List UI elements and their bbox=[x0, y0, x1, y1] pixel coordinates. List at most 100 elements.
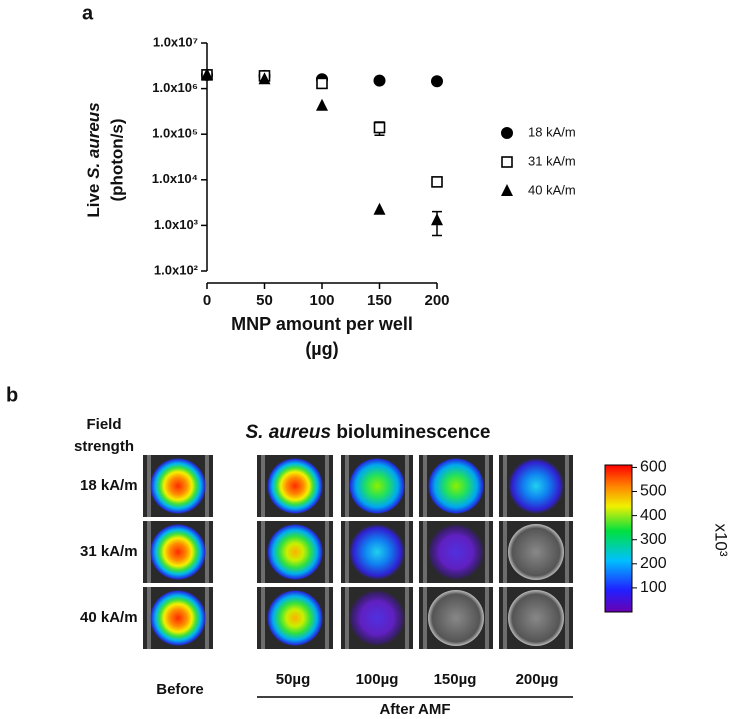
x-tick-label: 150 bbox=[367, 292, 392, 309]
row-header: Field bbox=[86, 416, 121, 433]
well-edge bbox=[261, 455, 265, 517]
well-edge bbox=[503, 587, 507, 649]
well-edge bbox=[405, 521, 409, 583]
legend-label: 31 kA/m bbox=[528, 153, 576, 168]
legend-label: 18 kA/m bbox=[528, 124, 576, 139]
well-edge bbox=[325, 587, 329, 649]
well-signal bbox=[267, 458, 323, 514]
well-signal bbox=[508, 524, 564, 580]
colorbar bbox=[604, 464, 633, 613]
legend-marker bbox=[501, 156, 513, 168]
colorbar-tick-label: 600 bbox=[640, 459, 667, 476]
well-signal bbox=[508, 590, 564, 646]
y-tick-label: 1.0x10⁵ bbox=[152, 126, 198, 141]
well-edge bbox=[565, 521, 569, 583]
marker bbox=[431, 213, 443, 226]
well-edge bbox=[405, 455, 409, 517]
marker bbox=[316, 77, 328, 90]
well-edge bbox=[345, 587, 349, 649]
x-tick-label: 0 bbox=[203, 292, 211, 309]
y-tick-label: 1.0x10⁶ bbox=[152, 80, 198, 95]
legend-marker bbox=[501, 127, 513, 139]
well-edge bbox=[485, 587, 489, 649]
marker bbox=[201, 67, 213, 80]
well-edge bbox=[147, 587, 151, 649]
well-signal bbox=[349, 458, 405, 514]
well-edge bbox=[485, 521, 489, 583]
well-signal bbox=[267, 590, 323, 646]
row-label: 18 kA/m bbox=[80, 477, 138, 494]
y-tick-label: 1.0x10⁴ bbox=[152, 171, 198, 186]
x-tick-label: 50 bbox=[256, 292, 273, 309]
well-edge bbox=[565, 455, 569, 517]
well-signal bbox=[349, 524, 405, 580]
marker bbox=[431, 75, 443, 88]
y-tick-label: 1.0x10⁷ bbox=[153, 34, 198, 49]
well-signal bbox=[508, 458, 564, 514]
y-axis-label: Live S. aureus bbox=[84, 102, 103, 217]
panel-b: b Field strength S. aureus bioluminescence 1… bbox=[6, 384, 731, 718]
colorbar-tick-label: 200 bbox=[640, 555, 667, 572]
legend-marker bbox=[501, 184, 513, 196]
well-signal bbox=[428, 590, 484, 646]
y-tick-label: 1.0x10² bbox=[154, 262, 199, 277]
x-axis-label: MNP amount per well bbox=[231, 314, 413, 334]
title-part: S. aureus bbox=[246, 422, 332, 443]
row-header: strength bbox=[74, 438, 134, 455]
well-edge bbox=[423, 587, 427, 649]
colorbar-tick-label: 400 bbox=[640, 507, 667, 524]
well-edge bbox=[503, 521, 507, 583]
column-label: 150µg bbox=[434, 671, 477, 688]
well-edge bbox=[423, 455, 427, 517]
panel-label: a bbox=[82, 2, 94, 24]
x-tick-label: 100 bbox=[309, 292, 334, 309]
well-edge bbox=[325, 455, 329, 517]
title-part: bioluminescence bbox=[336, 422, 490, 443]
well-signal bbox=[428, 458, 484, 514]
well-edge bbox=[205, 455, 209, 517]
well-signal bbox=[428, 524, 484, 580]
well-edge bbox=[345, 521, 349, 583]
panel-label: b bbox=[6, 384, 18, 406]
well-edge bbox=[147, 521, 151, 583]
well-edge bbox=[485, 455, 489, 517]
well-edge bbox=[565, 587, 569, 649]
well-edge bbox=[345, 455, 349, 517]
column-label: 50µg bbox=[276, 671, 311, 688]
marker bbox=[373, 121, 386, 134]
column-label: Before bbox=[156, 681, 204, 698]
y-axis-label: (photon/s) bbox=[107, 118, 126, 201]
well-edge bbox=[405, 587, 409, 649]
well-signal bbox=[267, 524, 323, 580]
well-edge bbox=[205, 587, 209, 649]
legend-label: 40 kA/m bbox=[528, 182, 576, 197]
well-signal bbox=[150, 524, 206, 580]
x-tick-label: 200 bbox=[424, 292, 449, 309]
marker bbox=[258, 72, 271, 85]
well-signal bbox=[150, 458, 206, 514]
colorbar-label: x10³ bbox=[712, 523, 731, 556]
well-edge bbox=[423, 521, 427, 583]
row-label: 31 kA/m bbox=[80, 543, 138, 560]
well-edge bbox=[261, 587, 265, 649]
y-label-part: Live bbox=[84, 184, 103, 218]
well-edge bbox=[325, 521, 329, 583]
colorbar-tick-label: 300 bbox=[640, 531, 667, 548]
marker bbox=[373, 74, 386, 87]
marker bbox=[316, 98, 328, 111]
column-group-label: After AMF bbox=[379, 701, 450, 718]
x-axis-label: (µg) bbox=[305, 339, 338, 359]
marker bbox=[373, 202, 386, 215]
well-edge bbox=[147, 455, 151, 517]
column-label: 100µg bbox=[356, 671, 399, 688]
row-label: 40 kA/m bbox=[80, 609, 138, 626]
colorbar-tick-label: 100 bbox=[640, 579, 667, 596]
well-edge bbox=[261, 521, 265, 583]
y-tick-label: 1.0x10³ bbox=[154, 217, 199, 232]
panel-title: S. aureus bioluminescence bbox=[246, 422, 491, 443]
well-signal bbox=[349, 590, 405, 646]
marker bbox=[431, 176, 443, 188]
colorbar-tick-label: 500 bbox=[640, 483, 667, 500]
well-edge bbox=[503, 455, 507, 517]
